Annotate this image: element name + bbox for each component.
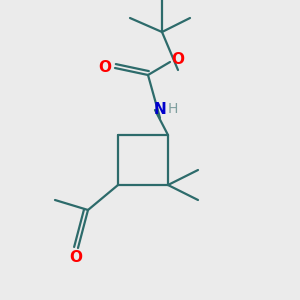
Text: O: O	[70, 250, 83, 266]
Text: O: O	[172, 52, 184, 68]
Text: N: N	[154, 103, 166, 118]
Text: H: H	[168, 102, 178, 116]
Text: O: O	[98, 61, 112, 76]
